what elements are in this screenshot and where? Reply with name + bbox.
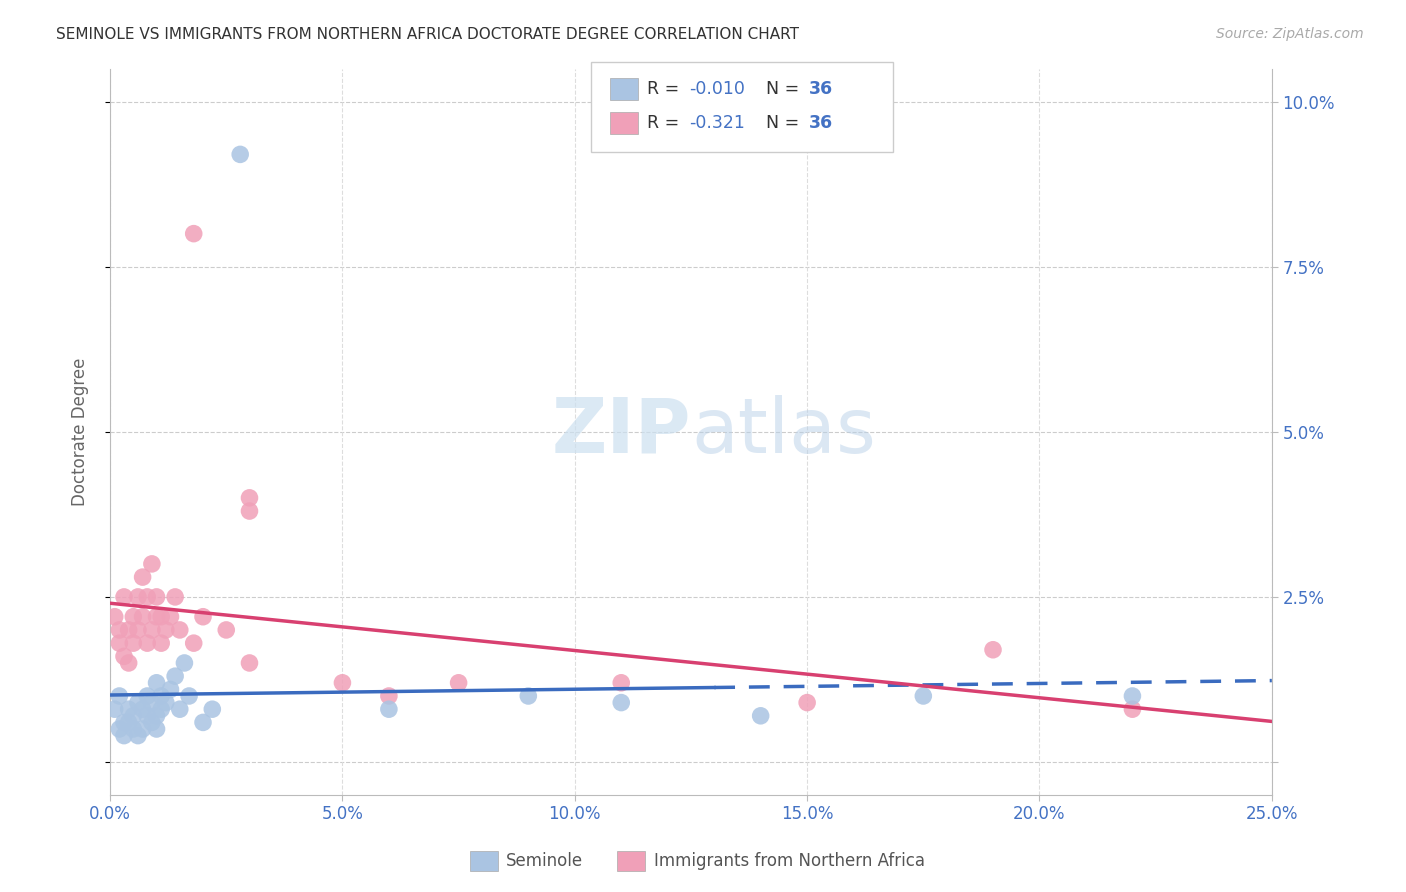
- Point: [796, 696, 818, 710]
- Point: [201, 702, 224, 716]
- Point: [183, 227, 205, 241]
- Point: [150, 689, 173, 703]
- Text: Source: ZipAtlas.com: Source: ZipAtlas.com: [1216, 27, 1364, 41]
- Point: [145, 708, 167, 723]
- Point: [150, 609, 173, 624]
- Point: [108, 623, 131, 637]
- Text: atlas: atlas: [690, 395, 876, 469]
- Point: [118, 656, 141, 670]
- Point: [118, 702, 141, 716]
- Point: [131, 702, 153, 716]
- Point: [127, 729, 149, 743]
- Point: [112, 715, 135, 730]
- Point: [238, 491, 260, 505]
- Point: [112, 590, 135, 604]
- Point: [517, 689, 540, 703]
- Point: [229, 147, 252, 161]
- Point: [145, 609, 167, 624]
- Point: [1121, 689, 1143, 703]
- Point: [155, 696, 177, 710]
- Point: [141, 696, 163, 710]
- Text: Seminole: Seminole: [506, 852, 583, 870]
- Point: [131, 722, 153, 736]
- Point: [112, 729, 135, 743]
- Point: [165, 590, 187, 604]
- Point: [165, 669, 187, 683]
- Text: R =: R =: [647, 80, 685, 98]
- Point: [131, 570, 153, 584]
- Point: [447, 675, 470, 690]
- Point: [749, 708, 772, 723]
- Point: [141, 557, 163, 571]
- Point: [159, 682, 181, 697]
- Point: [150, 636, 173, 650]
- Point: [145, 675, 167, 690]
- Text: -0.321: -0.321: [689, 114, 745, 132]
- Point: [136, 590, 159, 604]
- Point: [378, 702, 401, 716]
- Text: R =: R =: [647, 114, 685, 132]
- Text: -0.010: -0.010: [689, 80, 745, 98]
- Text: SEMINOLE VS IMMIGRANTS FROM NORTHERN AFRICA DOCTORATE DEGREE CORRELATION CHART: SEMINOLE VS IMMIGRANTS FROM NORTHERN AFR…: [56, 27, 799, 42]
- Point: [108, 689, 131, 703]
- Text: ZIP: ZIP: [551, 395, 690, 469]
- Point: [332, 675, 354, 690]
- Point: [155, 623, 177, 637]
- Point: [108, 722, 131, 736]
- Point: [378, 689, 401, 703]
- Point: [169, 702, 191, 716]
- Point: [118, 623, 141, 637]
- Point: [238, 504, 260, 518]
- Point: [177, 689, 200, 703]
- Point: [136, 708, 159, 723]
- Point: [238, 656, 260, 670]
- Point: [610, 675, 633, 690]
- Point: [122, 636, 145, 650]
- Point: [191, 609, 214, 624]
- Point: [215, 623, 238, 637]
- Point: [1121, 702, 1143, 716]
- Text: 36: 36: [808, 80, 832, 98]
- Point: [159, 609, 181, 624]
- Text: Immigrants from Northern Africa: Immigrants from Northern Africa: [654, 852, 925, 870]
- Point: [122, 609, 145, 624]
- Point: [141, 623, 163, 637]
- Point: [122, 722, 145, 736]
- Point: [136, 689, 159, 703]
- Point: [104, 609, 127, 624]
- Point: [108, 636, 131, 650]
- Point: [150, 702, 173, 716]
- Point: [127, 590, 149, 604]
- Point: [912, 689, 935, 703]
- Text: N =: N =: [766, 80, 806, 98]
- Point: [981, 642, 1004, 657]
- Point: [141, 715, 163, 730]
- Y-axis label: Doctorate Degree: Doctorate Degree: [72, 358, 89, 506]
- Point: [610, 696, 633, 710]
- Point: [104, 702, 127, 716]
- Point: [136, 636, 159, 650]
- Point: [127, 623, 149, 637]
- Point: [183, 636, 205, 650]
- Point: [145, 722, 167, 736]
- Point: [173, 656, 195, 670]
- Point: [145, 590, 167, 604]
- Point: [122, 708, 145, 723]
- Point: [191, 715, 214, 730]
- Point: [131, 609, 153, 624]
- Text: N =: N =: [766, 114, 806, 132]
- Point: [112, 649, 135, 664]
- Text: 36: 36: [808, 114, 832, 132]
- Point: [169, 623, 191, 637]
- Point: [118, 715, 141, 730]
- Point: [127, 696, 149, 710]
